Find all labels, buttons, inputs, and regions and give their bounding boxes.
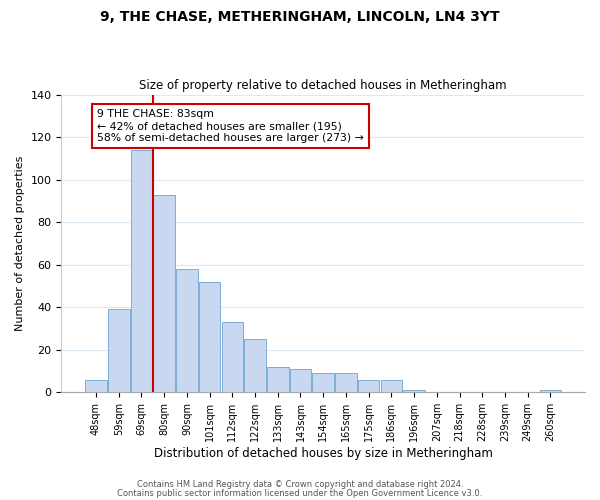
Bar [199,282,220,393]
Bar [154,194,175,392]
X-axis label: Distribution of detached houses by size in Metheringham: Distribution of detached houses by size … [154,447,493,460]
Bar [403,390,425,392]
Bar [335,373,357,392]
Bar [85,380,107,392]
Bar [313,373,334,392]
Text: 9, THE CHASE, METHERINGHAM, LINCOLN, LN4 3YT: 9, THE CHASE, METHERINGHAM, LINCOLN, LN4… [100,10,500,24]
Y-axis label: Number of detached properties: Number of detached properties [15,156,25,331]
Title: Size of property relative to detached houses in Metheringham: Size of property relative to detached ho… [139,79,507,92]
Text: Contains HM Land Registry data © Crown copyright and database right 2024.: Contains HM Land Registry data © Crown c… [137,480,463,489]
Bar [539,390,561,392]
Text: 9 THE CHASE: 83sqm
← 42% of detached houses are smaller (195)
58% of semi-detach: 9 THE CHASE: 83sqm ← 42% of detached hou… [97,110,364,142]
Bar [267,367,289,392]
Bar [131,150,152,392]
Bar [176,269,197,392]
Bar [221,322,243,392]
Bar [108,310,130,392]
Bar [380,380,402,392]
Bar [244,339,266,392]
Bar [358,380,379,392]
Text: Contains public sector information licensed under the Open Government Licence v3: Contains public sector information licen… [118,490,482,498]
Bar [290,369,311,392]
